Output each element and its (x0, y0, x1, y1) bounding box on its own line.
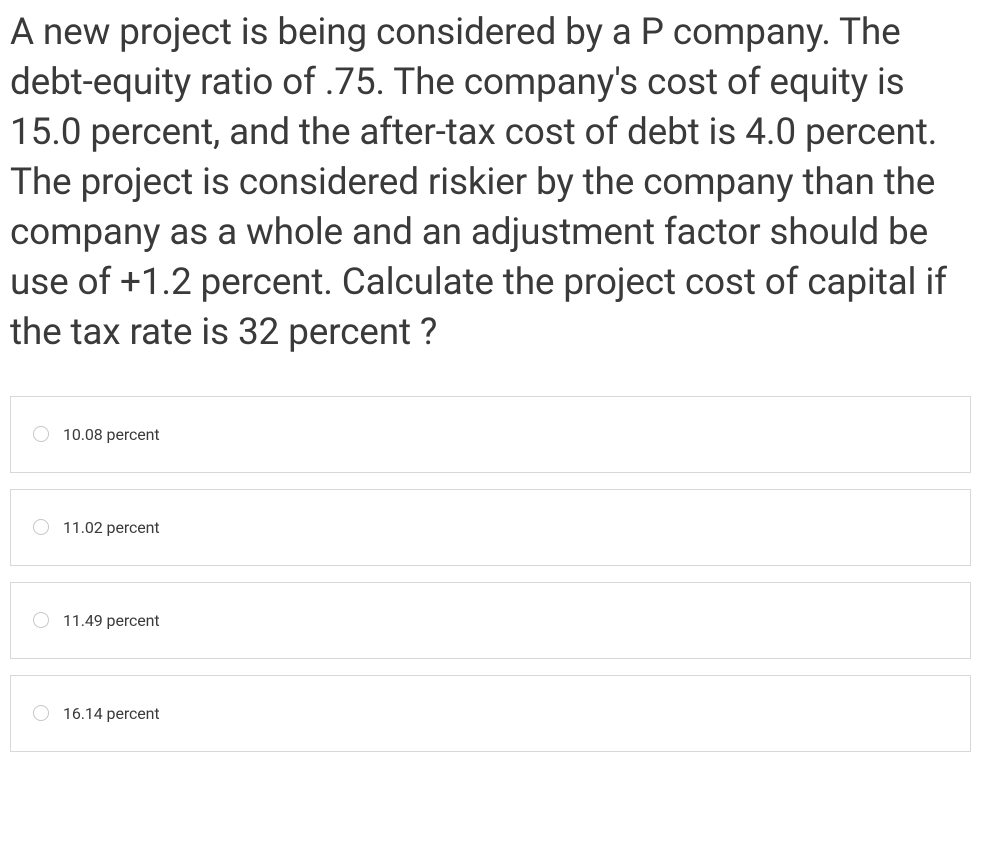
radio-icon (33, 705, 49, 721)
radio-icon (33, 519, 49, 535)
radio-icon (33, 426, 49, 442)
options-list: 10.08 percent 11.02 percent 11.49 percen… (10, 396, 971, 752)
option-label: 10.08 percent (63, 425, 160, 444)
option-label: 16.14 percent (63, 704, 160, 723)
option-label: 11.49 percent (63, 611, 160, 630)
option-3[interactable]: 11.49 percent (10, 582, 971, 659)
question-text: A new project is being considered by a P… (10, 8, 971, 358)
option-2[interactable]: 11.02 percent (10, 489, 971, 566)
option-4[interactable]: 16.14 percent (10, 675, 971, 752)
option-1[interactable]: 10.08 percent (10, 396, 971, 473)
radio-icon (33, 612, 49, 628)
option-label: 11.02 percent (63, 518, 160, 537)
